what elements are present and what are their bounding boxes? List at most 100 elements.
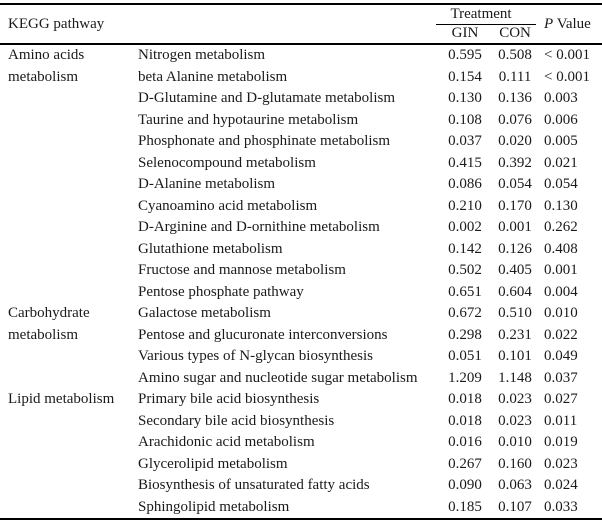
gin-value-cell: 0.130: [448, 90, 482, 106]
table-row: Various types of N-glycan biosynthesis 0.…: [0, 346, 602, 368]
con-value-cell: 0.510: [498, 305, 532, 321]
table-row: D-Arginine and D-ornithine metabolism 0.0…: [0, 217, 602, 239]
pathway-cell: beta Alanine metabolism: [138, 68, 288, 85]
pathway-cell: Selenocompound metabolism: [138, 154, 316, 171]
pathway-cell: Galactose metabolism: [138, 305, 271, 321]
con-value-cell: 0.023: [498, 412, 532, 429]
table-header: KEGG pathway Treatment P Value GIN CON: [0, 4, 602, 44]
pathway-cell: Pentose and glucuronate interconversions: [138, 326, 388, 343]
p-value-label: Value: [556, 15, 591, 32]
table-row: D-Glutamine and D-glutamate metabolism 0.…: [0, 88, 602, 110]
table-row: Sphingolipid metabolism 0.185 0.107 0.033: [0, 497, 602, 520]
p-value-cell: 0.005: [544, 133, 578, 149]
p-value-cell: 0.033: [544, 498, 578, 515]
con-value-cell: 0.508: [498, 47, 532, 63]
pathway-cell: Glycerolipid metabolism: [138, 455, 288, 472]
gin-value-cell: 1.209: [448, 369, 482, 386]
p-value-cell: 0.022: [544, 326, 578, 343]
pathway-cell: Taurine and hypotaurine metabolism: [138, 111, 359, 128]
pathway-cell: D-Arginine and D-ornithine metabolism: [138, 219, 380, 235]
gin-value-cell: 0.651: [448, 283, 482, 300]
con-value-cell: 0.023: [498, 391, 532, 407]
table-row: Pentose phosphate pathway 0.651 0.604 0.004: [0, 282, 602, 304]
kegg-pathway-header: KEGG pathway: [8, 15, 105, 32]
pathway-cell: Biosynthesis of unsaturated fatty acids: [138, 477, 370, 493]
con-value-cell: 0.101: [498, 348, 532, 364]
gin-value-cell: 0.018: [448, 391, 482, 407]
gin-value-cell: 0.108: [448, 111, 482, 128]
table-row: Biosynthesis of unsaturated fatty acids 0…: [0, 475, 602, 497]
con-value-cell: 0.136: [498, 90, 532, 106]
con-value-cell: 0.405: [498, 262, 532, 278]
con-value-cell: 0.010: [498, 434, 532, 450]
table-row: Fructose and mannose metabolism 0.502 0.40…: [0, 260, 602, 282]
table-row: Carbohydrate metabolism Galactose metabol…: [0, 303, 602, 343]
p-value-cell: 0.023: [544, 455, 578, 472]
gin-value-cell: 0.086: [448, 176, 482, 192]
p-value-cell: 0.054: [544, 176, 578, 192]
con-value-cell: 0.111: [498, 68, 532, 85]
gin-value-cell: 0.415: [448, 154, 482, 171]
pathway-cell: Sphingolipid metabolism: [138, 498, 290, 515]
con-value-cell: 0.107: [498, 498, 532, 515]
con-value-cell: 1.148: [498, 369, 532, 386]
gin-value-cell: 0.185: [448, 498, 482, 515]
con-value-cell: 0.126: [498, 240, 532, 257]
table-row: Phosphonate and phosphinate metabolism 0.…: [0, 131, 602, 153]
gin-value-cell: 0.298: [448, 326, 482, 343]
table-row: Secondary bile acid biosynthesis 0.018 0.0…: [0, 411, 602, 433]
con-value-cell: 0.054: [498, 176, 532, 192]
con-value-cell: 0.076: [498, 111, 532, 128]
p-value-cell: 0.027: [544, 391, 578, 407]
pathway-cell: Phosphonate and phosphinate metabolism: [138, 133, 391, 149]
pathway-cell: Glutathione metabolism: [138, 240, 283, 257]
p-value-cell: 0.001: [544, 262, 578, 278]
gin-column-header: GIN: [451, 25, 479, 42]
table-row: Selenocompound metabolism 0.415 0.392 0.021: [0, 153, 602, 175]
gin-value-cell: 0.090: [448, 477, 482, 493]
table-row: Pentose and glucuronate interconversions…: [0, 325, 602, 347]
p-value-cell: 0.408: [544, 240, 578, 257]
con-value-cell: 0.604: [498, 283, 532, 300]
pathway-cell: D-Glutamine and D-glutamate metabolism: [138, 90, 396, 106]
table-row: Glutathione metabolism 0.142 0.126 0.408: [0, 239, 602, 261]
con-value-cell: 0.231: [498, 326, 532, 343]
pathway-cell: Various types of N-glycan biosynthesis: [138, 348, 373, 364]
gin-value-cell: 0.051: [448, 348, 482, 364]
header-row-2: GIN CON: [0, 24, 602, 44]
p-value-cell: 0.019: [544, 434, 578, 450]
p-value-cell: 0.010: [544, 305, 578, 321]
pathway-cell: Secondary bile acid biosynthesis: [138, 412, 335, 429]
gin-value-cell: 0.672: [448, 305, 482, 321]
p-value-cell: 0.049: [544, 348, 578, 364]
con-column-header: CON: [499, 25, 531, 42]
pathway-cell: Fructose and mannose metabolism: [138, 262, 346, 278]
gin-value-cell: 0.154: [448, 68, 482, 85]
gin-value-cell: 0.018: [448, 412, 482, 429]
p-value-cell: 0.130: [544, 197, 578, 214]
p-value-cell: 0.004: [544, 283, 578, 300]
p-value-cell: 0.037: [544, 369, 578, 386]
header-row-1: KEGG pathway Treatment P Value: [0, 4, 602, 32]
pathway-cell: Amino sugar and nucleotide sugar metabol…: [138, 369, 418, 386]
kegg-pathway-table: KEGG pathway Treatment P Value GIN CON A…: [0, 3, 602, 520]
p-value-cell: 0.021: [544, 154, 578, 171]
p-value-header: P Value: [536, 4, 602, 44]
pathway-cell: D-Alanine metabolism: [138, 176, 276, 192]
table-row: Glycerolipid metabolism 0.267 0.160 0.023: [0, 454, 602, 476]
table-row: Taurine and hypotaurine metabolism 0.108 0…: [0, 110, 602, 132]
gin-value-cell: 0.210: [448, 197, 482, 214]
pathway-cell: Pentose phosphate pathway: [138, 283, 304, 300]
con-value-cell: 0.392: [498, 154, 532, 171]
p-value-cell: 0.006: [544, 111, 578, 128]
con-value-cell: 0.160: [498, 455, 532, 472]
gin-value-cell: 0.002: [448, 219, 482, 235]
gin-value-cell: 0.016: [448, 434, 482, 450]
p-value-cell: < 0.001: [544, 68, 590, 85]
p-value-cell: 0.003: [544, 90, 578, 106]
gin-value-cell: 0.595: [448, 47, 482, 63]
p-value-cell: 0.024: [544, 477, 578, 493]
pathway-cell: Nitrogen metabolism: [138, 47, 266, 63]
p-value-label-italic: P: [544, 15, 554, 32]
p-value-cell: < 0.001: [544, 47, 590, 63]
